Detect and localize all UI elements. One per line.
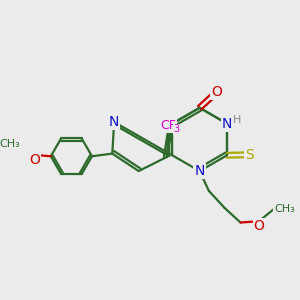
Text: S: S	[245, 148, 254, 162]
Text: O: O	[29, 153, 40, 167]
Text: N: N	[109, 115, 119, 129]
Text: CH₃: CH₃	[274, 204, 295, 214]
Text: N: N	[194, 164, 205, 178]
Text: CF: CF	[160, 119, 176, 132]
Text: O: O	[211, 85, 222, 99]
Text: CH₃: CH₃	[0, 140, 20, 149]
Text: H: H	[233, 115, 241, 125]
Text: 3: 3	[174, 124, 180, 134]
Text: N: N	[222, 117, 232, 130]
Text: O: O	[254, 219, 264, 233]
